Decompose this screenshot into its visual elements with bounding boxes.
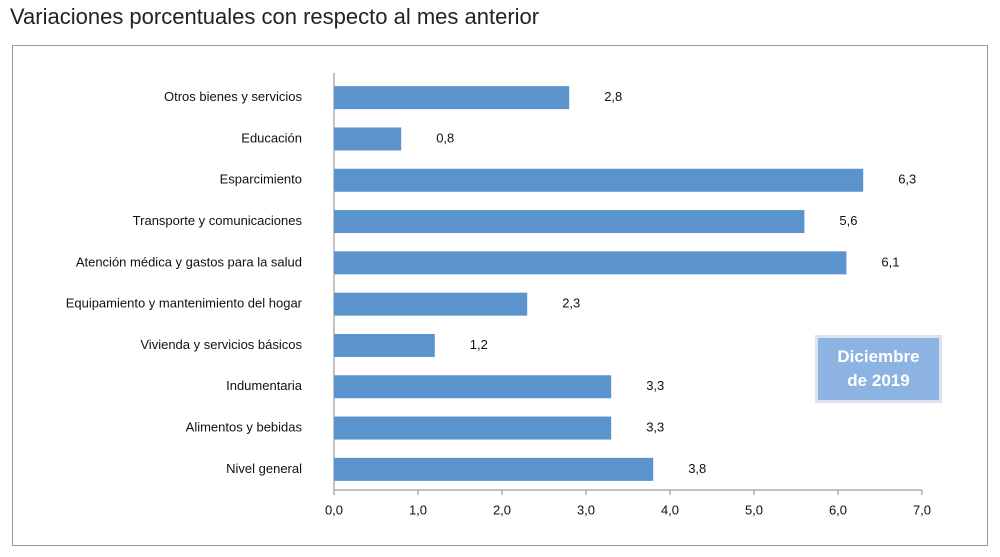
- x-tick-label: 6,0: [829, 502, 847, 517]
- value-label: 2,8: [604, 89, 622, 104]
- x-tick-label: 4,0: [661, 502, 679, 517]
- x-tick-label: 7,0: [913, 502, 931, 517]
- value-label: 3,3: [646, 419, 664, 434]
- y-tick-label: Indumentaria: [226, 378, 303, 393]
- chart-frame: [12, 45, 988, 546]
- bar: [334, 333, 435, 357]
- value-label: 6,3: [898, 172, 916, 187]
- value-label: 2,3: [562, 296, 580, 311]
- value-label: 6,1: [881, 254, 899, 269]
- x-tick-label: 0,0: [325, 502, 343, 517]
- x-tick-label: 1,0: [409, 502, 427, 517]
- x-tick-label: 3,0: [577, 502, 595, 517]
- bar: [334, 251, 847, 275]
- value-label: 0,8: [436, 130, 454, 145]
- value-label: 3,3: [646, 378, 664, 393]
- bar: [334, 457, 654, 481]
- bar: [334, 210, 805, 234]
- y-tick-label: Atención médica y gastos para la salud: [76, 254, 302, 269]
- value-label: 5,6: [839, 213, 857, 228]
- bar: [334, 168, 864, 192]
- y-tick-label: Transporte y comunicaciones: [133, 213, 303, 228]
- y-tick-label: Alimentos y bebidas: [186, 419, 303, 434]
- bar: [334, 292, 528, 316]
- x-tick-label: 2,0: [493, 502, 511, 517]
- y-tick-label: Otros bienes y servicios: [164, 89, 302, 104]
- value-label: 1,2: [470, 337, 488, 352]
- value-label: 3,8: [688, 461, 706, 476]
- bar: [334, 127, 402, 151]
- y-tick-label: Educación: [241, 130, 302, 145]
- bar: [334, 375, 612, 399]
- bar: [334, 416, 612, 440]
- y-tick-label: Esparcimiento: [220, 172, 302, 187]
- chart-title: Variaciones porcentuales con respecto al…: [10, 4, 540, 29]
- annotation: Diciembre de 2019: [815, 335, 942, 403]
- bar: [334, 86, 570, 110]
- y-tick-label: Equipamiento y mantenimiento del hogar: [66, 296, 303, 311]
- y-tick-label: Vivienda y servicios básicos: [140, 337, 302, 352]
- x-tick-label: 5,0: [745, 502, 763, 517]
- y-tick-label: Nivel general: [226, 461, 302, 476]
